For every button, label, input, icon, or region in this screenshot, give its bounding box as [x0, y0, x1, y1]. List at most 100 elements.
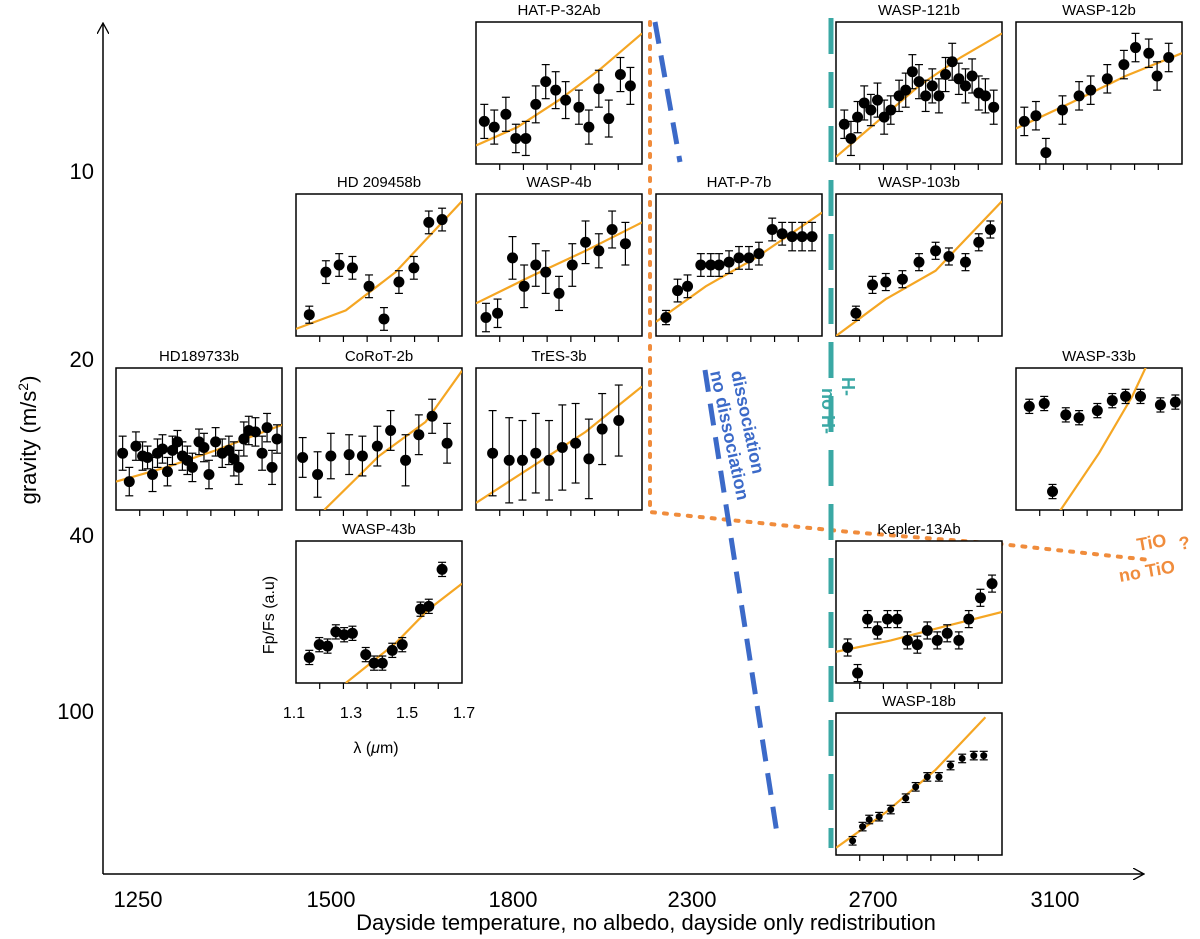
data-point [322, 640, 334, 652]
panel-plot-area [836, 32, 1002, 158]
panel-plot-area [836, 716, 988, 849]
data-point [786, 231, 798, 243]
data-point [346, 262, 358, 274]
inset-x-tick: 1.1 [283, 705, 305, 722]
data-point [560, 94, 572, 106]
data-point [852, 111, 864, 123]
y-axis-title: gravity (m/s2) [15, 376, 41, 505]
data-point [930, 245, 942, 257]
planet-panel: WASP-12b [1015, 2, 1183, 170]
data-point [941, 627, 953, 639]
x-tick-label: 2300 [668, 887, 717, 912]
data-point [1101, 73, 1113, 85]
data-point [806, 231, 818, 243]
data-point [117, 447, 129, 459]
data-point [1118, 59, 1130, 71]
panel-plot-area [116, 412, 282, 497]
planet-panel: WASP-43b [295, 521, 463, 689]
data-point [1169, 396, 1181, 408]
data-point [973, 236, 985, 248]
data-point [850, 307, 862, 319]
data-point [441, 437, 453, 449]
data-point [1106, 395, 1118, 407]
data-point [953, 634, 965, 646]
data-point [921, 624, 933, 636]
x-tick-label: 1500 [307, 887, 356, 912]
panel-title: TrES-3b [531, 348, 586, 365]
planet-panels: HAT-P-32Ab WASP-121b WASP-12b HD 209458b WAS… [115, 2, 1183, 861]
data-point [974, 592, 986, 604]
data-point [902, 794, 910, 802]
inset-x-tick: 1.7 [453, 705, 475, 722]
data-point [660, 312, 672, 324]
model-curve [323, 370, 462, 510]
model-curve [1016, 52, 1182, 130]
data-point [865, 816, 873, 823]
planet-panel: HD 209458b [295, 174, 463, 342]
data-point [313, 639, 325, 651]
data-point [947, 762, 955, 770]
y-tick-label: 100 [57, 699, 94, 724]
data-point [436, 563, 448, 575]
data-point [333, 259, 345, 271]
panel-plot-area [656, 211, 822, 326]
data-point [271, 433, 282, 445]
data-point [940, 69, 952, 81]
data-point [614, 69, 626, 81]
data-point [147, 469, 159, 480]
data-point [261, 422, 273, 434]
inset-axis: 1.1 1.3 1.5 1.7 λ (μm) Fp/Fs (a.u) [261, 576, 475, 757]
data-point [507, 252, 519, 264]
data-point [859, 823, 867, 831]
data-point [186, 461, 198, 473]
data-point [368, 657, 380, 669]
panel-title: Kepler-13Ab [877, 521, 960, 538]
panel-frame [1015, 21, 1183, 165]
planet-panel: WASP-121b [835, 2, 1003, 170]
planet-panel: WASP-103b [835, 174, 1003, 342]
data-point [796, 231, 808, 243]
data-point [423, 216, 435, 228]
data-point [210, 436, 222, 448]
data-point [530, 447, 542, 459]
panel-plot-area [836, 574, 1002, 683]
data-point [593, 245, 605, 257]
data-point [867, 279, 879, 291]
data-point [596, 423, 608, 435]
data-point [583, 121, 595, 133]
panel-plot-area [476, 384, 642, 504]
data-point [980, 752, 988, 760]
y-tick-label: 10 [70, 159, 94, 184]
data-point [900, 84, 912, 96]
tio-label: TiO [1135, 530, 1168, 555]
data-point [986, 578, 998, 590]
data-point [233, 461, 245, 473]
data-point [766, 224, 778, 235]
data-point [378, 313, 390, 325]
data-point [371, 440, 383, 452]
data-point [1040, 147, 1052, 159]
data-point [682, 280, 694, 292]
data-point [906, 66, 918, 78]
data-point [872, 94, 883, 106]
model-curve [476, 32, 642, 147]
planet-panel: Kepler-13Ab [835, 521, 1003, 689]
data-point [1091, 405, 1103, 417]
data-point [931, 634, 943, 646]
data-point [580, 236, 592, 248]
data-point [887, 806, 895, 814]
data-point [1073, 90, 1085, 102]
panel-title: WASP-121b [878, 2, 960, 19]
planet-panel: WASP-33b [1015, 348, 1183, 516]
data-point [396, 639, 408, 651]
dissociation-boundary-lower [702, 369, 781, 841]
data-point [733, 252, 745, 264]
data-point [518, 280, 530, 292]
data-point [672, 285, 684, 297]
data-point [570, 437, 582, 449]
tio-boundary-line [648, 20, 1152, 562]
data-point [130, 440, 142, 452]
data-point [935, 773, 943, 781]
data-point [492, 307, 504, 319]
data-point [776, 228, 788, 240]
